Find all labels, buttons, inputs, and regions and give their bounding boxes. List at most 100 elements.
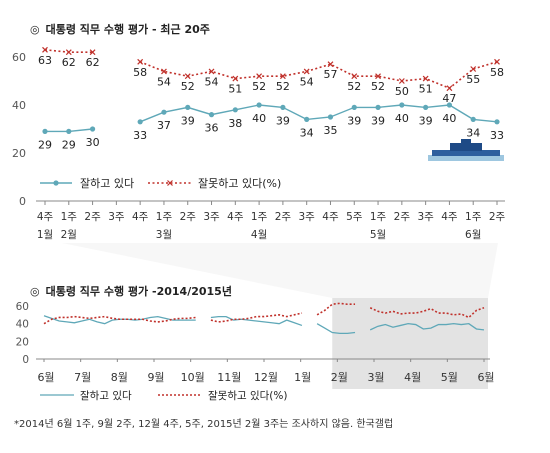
x-tick-label-month: 7월	[74, 371, 91, 384]
x-tick-label-month: 6월	[465, 229, 481, 241]
data-point-approve	[494, 119, 500, 125]
data-label-disapprove: 52	[371, 80, 385, 93]
title-bullet-icon: ◎	[30, 285, 40, 298]
legend-label-approve: 잘하고 있다	[80, 176, 134, 190]
x-tick-label-month: 1월	[37, 229, 53, 241]
data-point-approve	[232, 107, 238, 113]
data-label-approve: 34	[466, 126, 480, 139]
legend-label-disapprove: 잘못하고 있다(%)	[208, 389, 287, 402]
x-tick-label-month: 2월	[61, 229, 77, 241]
legend-marker-disapprove	[167, 180, 173, 186]
x-tick-label-week: 1주	[61, 211, 78, 223]
title-bullet-icon: ◎	[30, 23, 40, 36]
x-tick-label-week: 3주	[108, 211, 125, 223]
main-chart-title-text: 대통령 직무 수행 평가 - 최근 20주	[45, 23, 210, 36]
data-label-disapprove: 52	[276, 80, 290, 93]
data-point-disapprove	[398, 78, 405, 84]
data-point-disapprove-stroke	[256, 73, 263, 80]
x-tick-label-week: 4주	[37, 211, 54, 223]
data-label-approve: 33	[490, 129, 504, 142]
data-label-disapprove: 54	[205, 75, 219, 88]
data-label-approve: 40	[395, 112, 409, 125]
data-label-disapprove: 52	[347, 80, 361, 93]
x-tick-label-month: 9월	[147, 371, 164, 384]
data-point-disapprove-stroke	[161, 68, 167, 75]
x-tick-label-week: 1주	[251, 211, 268, 223]
blue-house-icon-wall	[432, 150, 500, 156]
data-label-disapprove: 51	[228, 83, 242, 96]
data-point-disapprove-stroke	[375, 73, 381, 80]
data-label-approve: 39	[276, 114, 290, 127]
data-label-approve: 37	[157, 119, 171, 132]
data-point-disapprove-stroke	[494, 58, 500, 65]
data-label-disapprove: 62	[62, 56, 76, 69]
data-point-disapprove-stroke	[446, 85, 453, 92]
data-point-approve	[280, 104, 286, 110]
data-point-disapprove	[232, 75, 239, 82]
data-point-disapprove-stroke	[470, 66, 477, 72]
x-tick-label-month: 5월	[370, 229, 386, 241]
data-label-disapprove: 52	[181, 80, 195, 93]
x-tick-label-month: 3월	[367, 371, 384, 384]
series-line-approve	[369, 322, 485, 331]
data-label-approve: 40	[442, 112, 456, 125]
data-point-disapprove	[303, 68, 310, 75]
data-point-disapprove	[422, 75, 429, 82]
data-point-approve	[399, 102, 405, 108]
main-chart: 0 20 40 60 4주 1주 2주 3주 4주 1주 2주 3주 4주 1주 2주 3주 4주 5주 1주 2주 3…	[12, 46, 506, 241]
data-label-disapprove: 58	[133, 66, 147, 79]
data-point-approve	[304, 116, 310, 122]
series-line-disapprove	[139, 61, 498, 90]
data-label-approve: 29	[38, 138, 52, 151]
x-tick-label-week: 3주	[203, 211, 220, 223]
x-tick-label-week: 1주	[465, 211, 482, 223]
data-point-approve	[161, 109, 167, 115]
data-point-disapprove-stroke	[89, 49, 96, 56]
data-point-disapprove	[375, 73, 381, 80]
data-point-disapprove-stroke	[327, 61, 334, 68]
y-tick-label: 60	[16, 301, 29, 313]
x-tick-label-week: 4주	[132, 211, 149, 223]
data-point-disapprove-stroke	[398, 78, 405, 84]
data-label-disapprove: 50	[395, 85, 409, 98]
x-tick-label-week: 1주	[370, 211, 387, 223]
blue-house-icon-base	[428, 155, 504, 161]
y-tick-label: 20	[12, 147, 26, 160]
data-point-disapprove	[161, 68, 167, 75]
data-point-disapprove	[184, 73, 191, 80]
data-point-disapprove-stroke	[208, 68, 215, 75]
data-point-approve	[470, 116, 476, 122]
data-point-disapprove	[279, 73, 286, 80]
series-line-approve	[210, 315, 303, 327]
series-line-disapprove	[210, 312, 303, 323]
x-tick-label-week: 5주	[346, 211, 363, 223]
data-label-approve: 40	[252, 112, 266, 125]
data-label-approve: 29	[62, 138, 76, 151]
series-line-approve	[43, 315, 196, 325]
data-point-disapprove-stroke	[351, 73, 358, 80]
series-line-disapprove	[316, 302, 356, 316]
data-point-disapprove-stroke	[42, 46, 48, 53]
data-point-approve	[89, 126, 96, 132]
x-tick-label-week: 2주	[275, 211, 292, 223]
data-point-approve	[256, 102, 262, 108]
legend-marker-approve	[53, 180, 59, 186]
legend-label-disapprove: 잘못하고 있다(%)	[198, 176, 281, 190]
data-point-disapprove-stroke	[232, 75, 239, 82]
data-label-disapprove: 62	[86, 56, 100, 69]
y-tick-label: 40	[12, 99, 26, 112]
data-point-approve	[351, 104, 357, 110]
data-point-approve	[137, 119, 143, 125]
data-point-disapprove	[42, 46, 48, 53]
data-label-disapprove: 52	[252, 80, 266, 93]
y-tick-label: 40	[16, 319, 29, 331]
data-label-approve: 34	[300, 126, 314, 139]
x-tick-label-week: 1주	[156, 211, 173, 223]
data-label-disapprove: 54	[157, 75, 171, 88]
data-point-approve	[185, 104, 191, 110]
data-point-disapprove	[470, 66, 477, 72]
series-line-disapprove	[43, 315, 196, 325]
x-tick-label-month: 5월	[441, 371, 458, 384]
data-label-approve: 39	[371, 114, 385, 127]
x-tick-label-week: 2주	[489, 211, 506, 223]
